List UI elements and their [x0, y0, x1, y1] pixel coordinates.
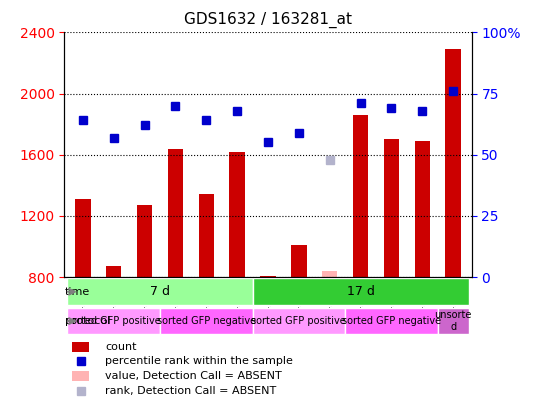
Text: 17 d: 17 d [347, 285, 375, 298]
Bar [198, 194, 214, 277]
Text: sorted GFP positive: sorted GFP positive [66, 316, 161, 326]
Bar [72, 371, 89, 381]
Bar [168, 149, 183, 277]
Bar [291, 245, 307, 277]
Text: percentile rank within the sample: percentile rank within the sample [105, 356, 293, 367]
FancyBboxPatch shape [345, 308, 438, 334]
Text: count: count [105, 342, 137, 352]
Text: protocol: protocol [65, 316, 110, 326]
Bar [260, 275, 276, 277]
Bar [72, 342, 89, 352]
Bar [106, 266, 122, 277]
FancyBboxPatch shape [160, 308, 252, 334]
FancyBboxPatch shape [252, 279, 468, 305]
Bar [384, 139, 399, 277]
Text: unsorte
d: unsorte d [435, 310, 472, 332]
FancyBboxPatch shape [68, 308, 160, 334]
Text: rank, Detection Call = ABSENT: rank, Detection Call = ABSENT [105, 386, 276, 396]
Text: time: time [65, 287, 90, 297]
Bar [229, 151, 245, 277]
Text: sorted GFP negative: sorted GFP negative [157, 316, 256, 326]
FancyBboxPatch shape [438, 308, 468, 334]
FancyBboxPatch shape [252, 308, 345, 334]
Bar [445, 49, 461, 277]
Title: GDS1632 / 163281_at: GDS1632 / 163281_at [184, 12, 352, 28]
FancyBboxPatch shape [68, 279, 252, 305]
Bar [322, 271, 338, 277]
Text: sorted GFP positive: sorted GFP positive [251, 316, 346, 326]
Text: value, Detection Call = ABSENT: value, Detection Call = ABSENT [105, 371, 282, 381]
Text: 7 d: 7 d [150, 285, 170, 298]
Bar [414, 141, 430, 277]
Bar [137, 205, 152, 277]
Bar [353, 115, 368, 277]
Text: sorted GFP negative: sorted GFP negative [342, 316, 441, 326]
Bar [75, 199, 91, 277]
